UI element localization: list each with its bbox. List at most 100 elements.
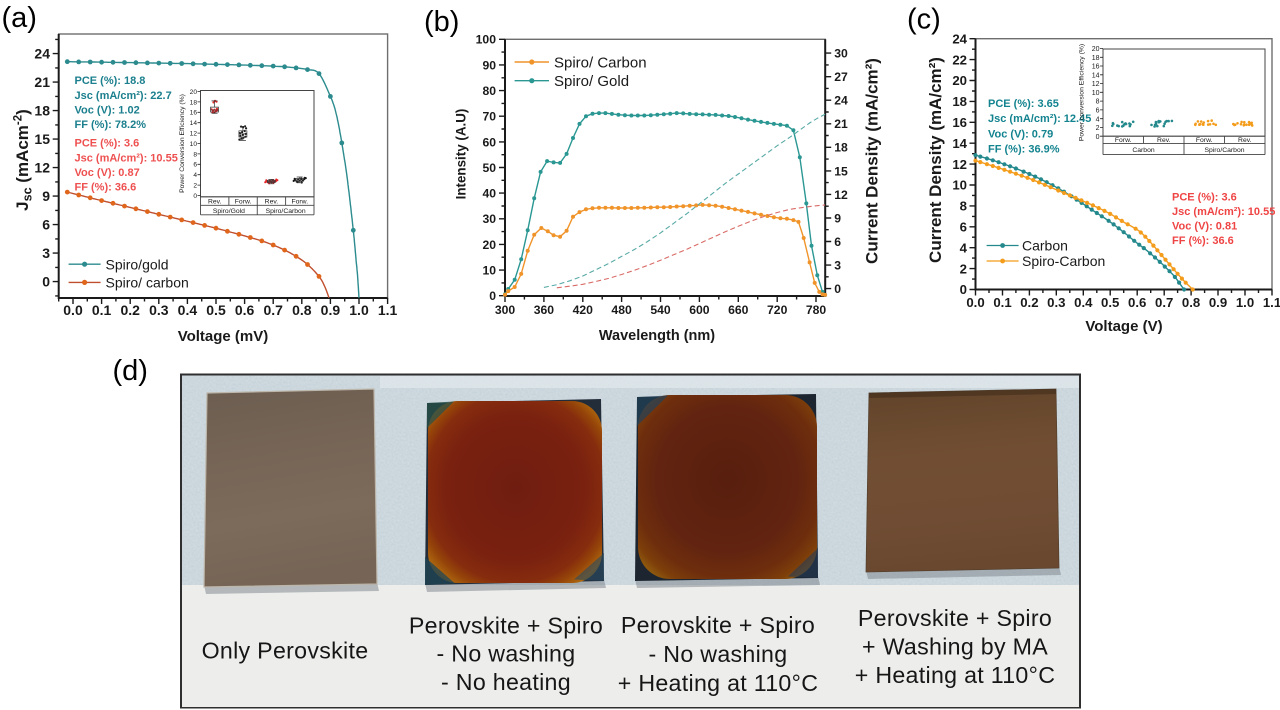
- svg-text:14: 14: [190, 120, 198, 127]
- svg-text:480: 480: [611, 303, 632, 317]
- svg-text:9: 9: [42, 188, 50, 204]
- svg-text:12: 12: [1092, 81, 1100, 88]
- svg-text:1.1: 1.1: [378, 302, 398, 318]
- svg-text:- No washing: - No washing: [437, 641, 576, 667]
- svg-text:0.9: 0.9: [321, 302, 341, 318]
- svg-text:10: 10: [952, 178, 967, 193]
- svg-text:Jsc (mA/cm²): 22.7: Jsc (mA/cm²): 22.7: [75, 90, 172, 102]
- svg-text:12: 12: [34, 160, 50, 176]
- svg-text:Rev.: Rev.: [1157, 137, 1171, 144]
- svg-text:0.2: 0.2: [120, 302, 140, 318]
- svg-text:4: 4: [1096, 116, 1100, 123]
- svg-text:3: 3: [834, 258, 841, 272]
- svg-text:Perovskite + Spiro: Perovskite + Spiro: [858, 605, 1052, 631]
- svg-text:Only Perovskite: Only Perovskite: [202, 638, 369, 664]
- svg-text:2: 2: [193, 183, 197, 190]
- svg-text:420: 420: [573, 303, 594, 317]
- svg-text:Spiro/gold: Spiro/gold: [106, 256, 169, 272]
- svg-text:Spiro/ carbon: Spiro/ carbon: [106, 275, 189, 291]
- svg-text:0: 0: [1096, 134, 1100, 141]
- svg-text:6: 6: [834, 235, 841, 249]
- svg-text:Forw.: Forw.: [1115, 137, 1132, 144]
- svg-text:0.8: 0.8: [1182, 295, 1200, 310]
- svg-text:Forw.: Forw.: [235, 199, 252, 206]
- svg-text:20: 20: [952, 73, 967, 88]
- svg-text:20: 20: [190, 89, 198, 96]
- svg-text:0.2: 0.2: [1020, 295, 1038, 310]
- svg-text:Jsc (mA/cm²): 10.55: Jsc (mA/cm²): 10.55: [1172, 206, 1275, 218]
- svg-text:Current Density (mA/cm²): Current Density (mA/cm²): [863, 58, 882, 264]
- svg-text:FF (%): 36.6: FF (%): 36.6: [1172, 235, 1234, 247]
- svg-text:18: 18: [1092, 55, 1100, 62]
- svg-text:Voltage (V): Voltage (V): [1085, 318, 1162, 335]
- svg-text:0.4: 0.4: [1074, 295, 1093, 310]
- svg-text:0: 0: [489, 289, 496, 303]
- svg-text:PCE (%): 3.6: PCE (%): 3.6: [75, 138, 140, 150]
- svg-text:Spiro/ Gold: Spiro/ Gold: [554, 73, 629, 90]
- svg-text:24: 24: [34, 46, 50, 62]
- svg-text:6: 6: [42, 217, 50, 233]
- svg-text:70: 70: [482, 110, 496, 124]
- svg-text:15: 15: [34, 131, 50, 147]
- svg-text:14: 14: [1092, 72, 1100, 79]
- svg-text:Rev.: Rev.: [1238, 137, 1252, 144]
- svg-text:0.9: 0.9: [1209, 295, 1227, 310]
- svg-text:8: 8: [1096, 99, 1100, 106]
- svg-text:21: 21: [34, 74, 50, 90]
- svg-text:3: 3: [42, 245, 50, 261]
- svg-text:0.1: 0.1: [993, 295, 1011, 310]
- svg-text:8: 8: [193, 151, 197, 158]
- svg-text:600: 600: [689, 303, 710, 317]
- svg-text:FF (%): 36.6: FF (%): 36.6: [75, 181, 137, 193]
- svg-text:6: 6: [1096, 108, 1100, 115]
- svg-text:(a): (a): [2, 2, 37, 34]
- svg-text:+ Washing by MA: + Washing by MA: [862, 634, 1048, 660]
- svg-text:Power Conversion Efficiency (%: Power Conversion Efficiency (%): [179, 94, 186, 193]
- svg-text:0.4: 0.4: [178, 302, 198, 318]
- svg-text:6: 6: [960, 220, 967, 235]
- svg-text:660: 660: [728, 303, 749, 317]
- svg-text:90: 90: [482, 58, 496, 72]
- svg-text:Spiro/Carbon: Spiro/Carbon: [266, 208, 306, 215]
- svg-text:Voc (V): 0.79: Voc (V): 0.79: [988, 128, 1053, 140]
- svg-text:12: 12: [834, 188, 848, 202]
- svg-text:4: 4: [193, 172, 197, 179]
- svg-text:14: 14: [952, 136, 967, 151]
- svg-text:24: 24: [834, 94, 848, 108]
- svg-text:- No washing: - No washing: [649, 641, 788, 667]
- svg-text:100: 100: [476, 33, 497, 47]
- svg-text:0: 0: [960, 282, 967, 297]
- svg-text:4: 4: [960, 240, 968, 255]
- svg-text:0.1: 0.1: [92, 302, 112, 318]
- svg-text:0: 0: [834, 282, 841, 296]
- svg-text:15: 15: [834, 164, 848, 178]
- svg-text:1.1: 1.1: [1263, 295, 1280, 310]
- svg-text:0.6: 0.6: [1128, 295, 1146, 310]
- svg-text:16: 16: [952, 115, 967, 130]
- svg-text:12: 12: [952, 157, 967, 172]
- svg-text:Spiro-Carbon: Spiro-Carbon: [1022, 253, 1105, 269]
- svg-text:300: 300: [495, 303, 516, 317]
- svg-text:2: 2: [960, 261, 967, 276]
- svg-text:Jsc (mAcm-2): Jsc (mAcm-2): [13, 109, 35, 211]
- svg-text:0: 0: [42, 274, 50, 290]
- svg-text:10: 10: [1092, 90, 1100, 97]
- svg-text:+ Heating at 110°C: + Heating at 110°C: [855, 662, 1056, 688]
- svg-text:(c): (c): [907, 4, 941, 36]
- svg-text:PCE (%): 18.8: PCE (%): 18.8: [75, 75, 146, 87]
- svg-text:FF (%): 78.2%: FF (%): 78.2%: [75, 119, 147, 131]
- svg-text:0.0: 0.0: [63, 302, 83, 318]
- svg-text:Spiro/Carbon: Spiro/Carbon: [1204, 147, 1244, 154]
- svg-text:0.5: 0.5: [1101, 295, 1119, 310]
- svg-text:Jsc (mA/cm²): 12.45: Jsc (mA/cm²): 12.45: [988, 113, 1091, 125]
- svg-text:21: 21: [834, 117, 848, 131]
- svg-text:360: 360: [534, 303, 555, 317]
- svg-text:30: 30: [482, 212, 496, 226]
- svg-text:1.0: 1.0: [1236, 295, 1254, 310]
- svg-text:0.0: 0.0: [966, 295, 984, 310]
- svg-text:780: 780: [806, 303, 827, 317]
- svg-text:- No heating: - No heating: [441, 669, 571, 695]
- svg-text:FF (%): 36.9%: FF (%): 36.9%: [988, 144, 1060, 156]
- svg-text:1.0: 1.0: [349, 302, 369, 318]
- svg-text:Spiro/Gold: Spiro/Gold: [213, 208, 245, 215]
